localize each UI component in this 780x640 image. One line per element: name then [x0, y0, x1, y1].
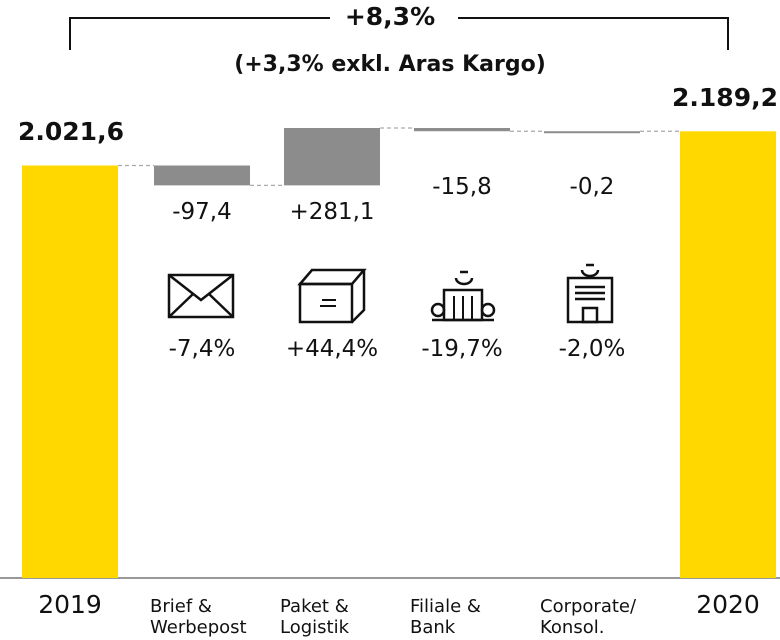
delta-bar	[544, 131, 640, 134]
change-label: -2,0%	[558, 336, 626, 362]
delta-bar	[154, 165, 250, 186]
category-label: Filiale & Bank	[410, 596, 481, 638]
value-label: -0,2	[569, 174, 615, 200]
value-label: 2.021,6	[18, 117, 124, 147]
chart-subtitle: (+3,3% exkl. Aras Kargo)	[234, 52, 546, 77]
chart-title: +8,3%	[344, 2, 436, 31]
change-label: -19,7%	[421, 336, 503, 362]
change-label: +44,4%	[285, 336, 379, 362]
office-icon	[566, 263, 614, 324]
value-label: -97,4	[172, 199, 232, 226]
parcel-icon	[297, 268, 367, 324]
branch-icon	[430, 270, 496, 322]
delta-bar	[284, 128, 380, 186]
category-label: 2019	[38, 590, 102, 619]
category-label: Brief & Werbepost	[150, 596, 247, 638]
value-label: -15,8	[432, 174, 492, 200]
total-bar	[22, 165, 118, 579]
bracket	[458, 17, 729, 50]
change-label: -7,4%	[168, 336, 236, 362]
category-label: 2020	[696, 590, 760, 619]
bracket	[69, 17, 330, 50]
category-label: Corporate/ Konsol.	[540, 596, 637, 638]
delta-bar	[414, 128, 510, 132]
letter-icon	[167, 273, 235, 319]
total-bar	[680, 131, 776, 578]
value-label: +281,1	[289, 199, 375, 226]
value-label: 2.189,2	[672, 83, 778, 113]
category-label: Paket & Logistik	[280, 596, 350, 638]
